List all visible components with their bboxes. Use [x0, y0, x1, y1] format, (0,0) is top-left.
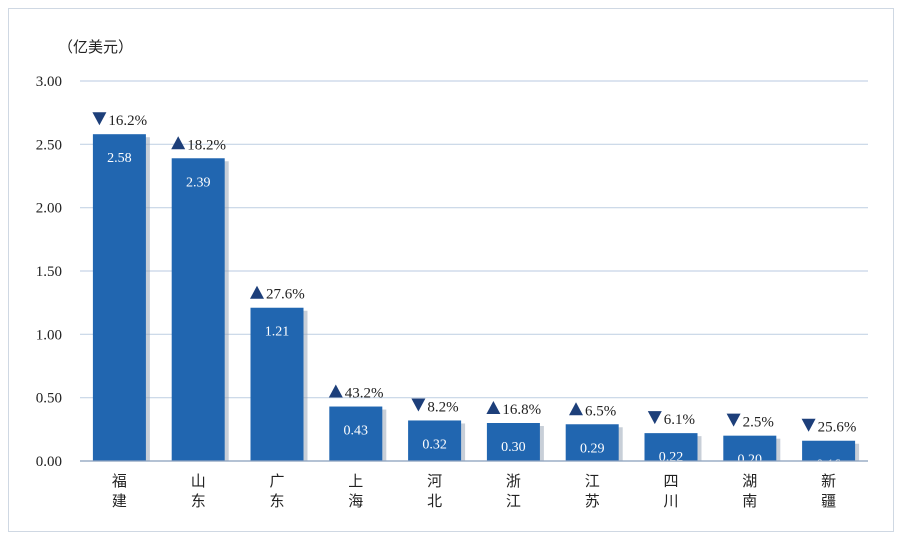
change-label: 27.6% [266, 287, 305, 303]
down-triangle-icon [411, 398, 426, 412]
bar [644, 433, 698, 461]
value-label: 0.22 [659, 450, 684, 465]
change-label: 43.2% [345, 386, 384, 402]
y-tick-label: 1.00 [36, 327, 62, 343]
bar [171, 158, 225, 461]
y-axis: 0.00 0.50 1.00 1.50 2.00 2.50 3.00 [36, 74, 62, 470]
y-tick-label: 0.50 [36, 391, 62, 407]
bar [565, 424, 619, 461]
up-triangle-icon [569, 402, 583, 416]
value-label: 0.43 [344, 424, 369, 439]
x-category-label: 江苏 [585, 473, 600, 510]
change-label: 2.5% [743, 415, 774, 431]
bar [486, 423, 540, 461]
change-label: 25.6% [818, 420, 857, 436]
up-triangle-icon [486, 401, 501, 414]
value-label: 0.32 [422, 437, 447, 452]
x-category-label: 湖南 [742, 473, 757, 510]
value-label: 1.21 [265, 325, 290, 340]
bar [802, 440, 856, 461]
x-category-label: 福建 [112, 473, 127, 510]
value-label: 0.30 [501, 440, 526, 455]
change-label: 18.2% [187, 137, 226, 153]
down-triangle-icon [801, 418, 816, 432]
value-label: 0.16 [816, 458, 841, 473]
x-axis: 福建 山东 广东 上海 河北 浙江 江苏 四川 湖南 新疆 [80, 460, 868, 510]
x-category-label: 山东 [191, 473, 206, 510]
down-triangle-icon [92, 112, 107, 126]
x-category-label: 河北 [427, 473, 442, 510]
y-tick-label: 2.00 [36, 201, 62, 217]
down-triangle-icon [726, 413, 741, 427]
bar [723, 435, 777, 461]
x-category-label: 四川 [663, 474, 678, 510]
value-label: 2.58 [107, 151, 132, 166]
bar [92, 134, 146, 461]
x-category-label: 新疆 [821, 473, 836, 510]
y-tick-label: 0.00 [36, 454, 62, 470]
change-label: 6.1% [664, 412, 695, 428]
x-category-label: 浙江 [506, 473, 521, 510]
change-label: 16.2% [108, 113, 147, 129]
y-tick-label: 1.50 [36, 264, 62, 280]
change-label: 6.5% [585, 403, 616, 419]
change-label: 16.8% [502, 402, 541, 418]
up-triangle-icon [250, 285, 264, 299]
bar [329, 406, 383, 461]
bar [250, 307, 304, 461]
value-label: 0.20 [738, 453, 763, 468]
bar [408, 420, 462, 461]
down-triangle-icon [647, 411, 662, 425]
up-triangle-icon [171, 136, 186, 150]
x-category-label: 广东 [269, 473, 284, 510]
y-tick-label: 2.50 [36, 137, 62, 153]
value-label: 2.39 [186, 175, 211, 190]
value-label: 0.29 [580, 441, 605, 456]
change-label: 8.2% [427, 399, 458, 415]
x-category-label: 上海 [348, 473, 363, 510]
bars: 2.58 16.2% 2.39 18.2% 1.21 27.6% 0.43 43.2% 0.32… [92, 112, 860, 473]
unit-label: （亿美元） [58, 39, 133, 56]
up-triangle-icon [328, 384, 343, 398]
y-tick-label: 3.00 [36, 74, 62, 90]
